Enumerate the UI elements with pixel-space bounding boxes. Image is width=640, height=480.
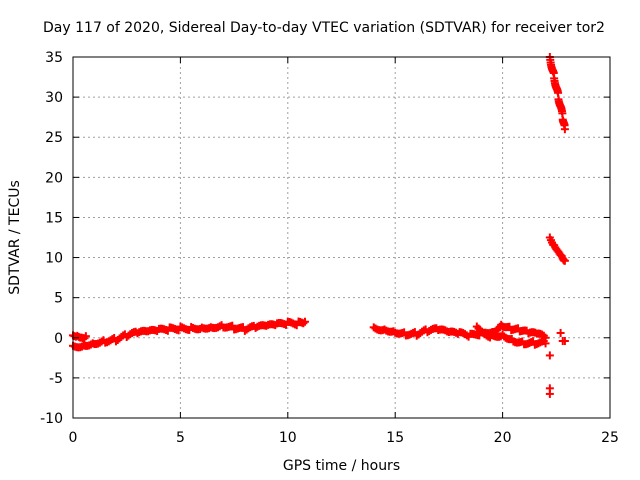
data-point xyxy=(556,328,565,337)
data-points xyxy=(69,53,569,398)
y-tick-label: 0 xyxy=(54,331,63,347)
chart-title: Day 117 of 2020, Sidereal Day-to-day VTE… xyxy=(43,20,605,36)
x-tick-label: 0 xyxy=(69,430,78,446)
gridlines xyxy=(73,57,610,418)
data-point xyxy=(560,125,569,134)
y-axis-title: SDTVAR / TECUs xyxy=(7,180,23,295)
x-tick-label: 25 xyxy=(601,430,619,446)
y-tick-label: 25 xyxy=(45,130,63,146)
y-tick-label: 15 xyxy=(45,210,63,226)
data-point xyxy=(541,333,550,342)
y-tick-label: 35 xyxy=(45,50,63,66)
axis-ticks xyxy=(72,56,611,419)
axis-tick-labels: 0 5 10 15 20 25 -10 -5 0 5 10 15 20 25 30 35 xyxy=(40,50,619,446)
data-point xyxy=(545,389,554,398)
data-point xyxy=(560,256,569,265)
plot-frame xyxy=(72,56,611,419)
y-tick-label: 30 xyxy=(45,90,63,106)
y-tick-label: -5 xyxy=(49,371,63,387)
data-point xyxy=(299,319,308,328)
x-tick-label: 20 xyxy=(494,430,512,446)
x-axis-title: GPS time / hours xyxy=(283,458,400,474)
y-tick-label: 5 xyxy=(54,291,63,307)
x-tick-label: 15 xyxy=(386,430,404,446)
y-tick-label: 10 xyxy=(45,251,63,267)
data-point xyxy=(300,317,309,326)
x-tick-label: 5 xyxy=(176,430,185,446)
y-tick-label: -10 xyxy=(40,411,63,427)
data-point xyxy=(81,332,90,341)
x-tick-label: 10 xyxy=(279,430,297,446)
data-point xyxy=(545,351,554,360)
data-point xyxy=(560,336,569,345)
y-tick-label: 20 xyxy=(45,170,63,186)
